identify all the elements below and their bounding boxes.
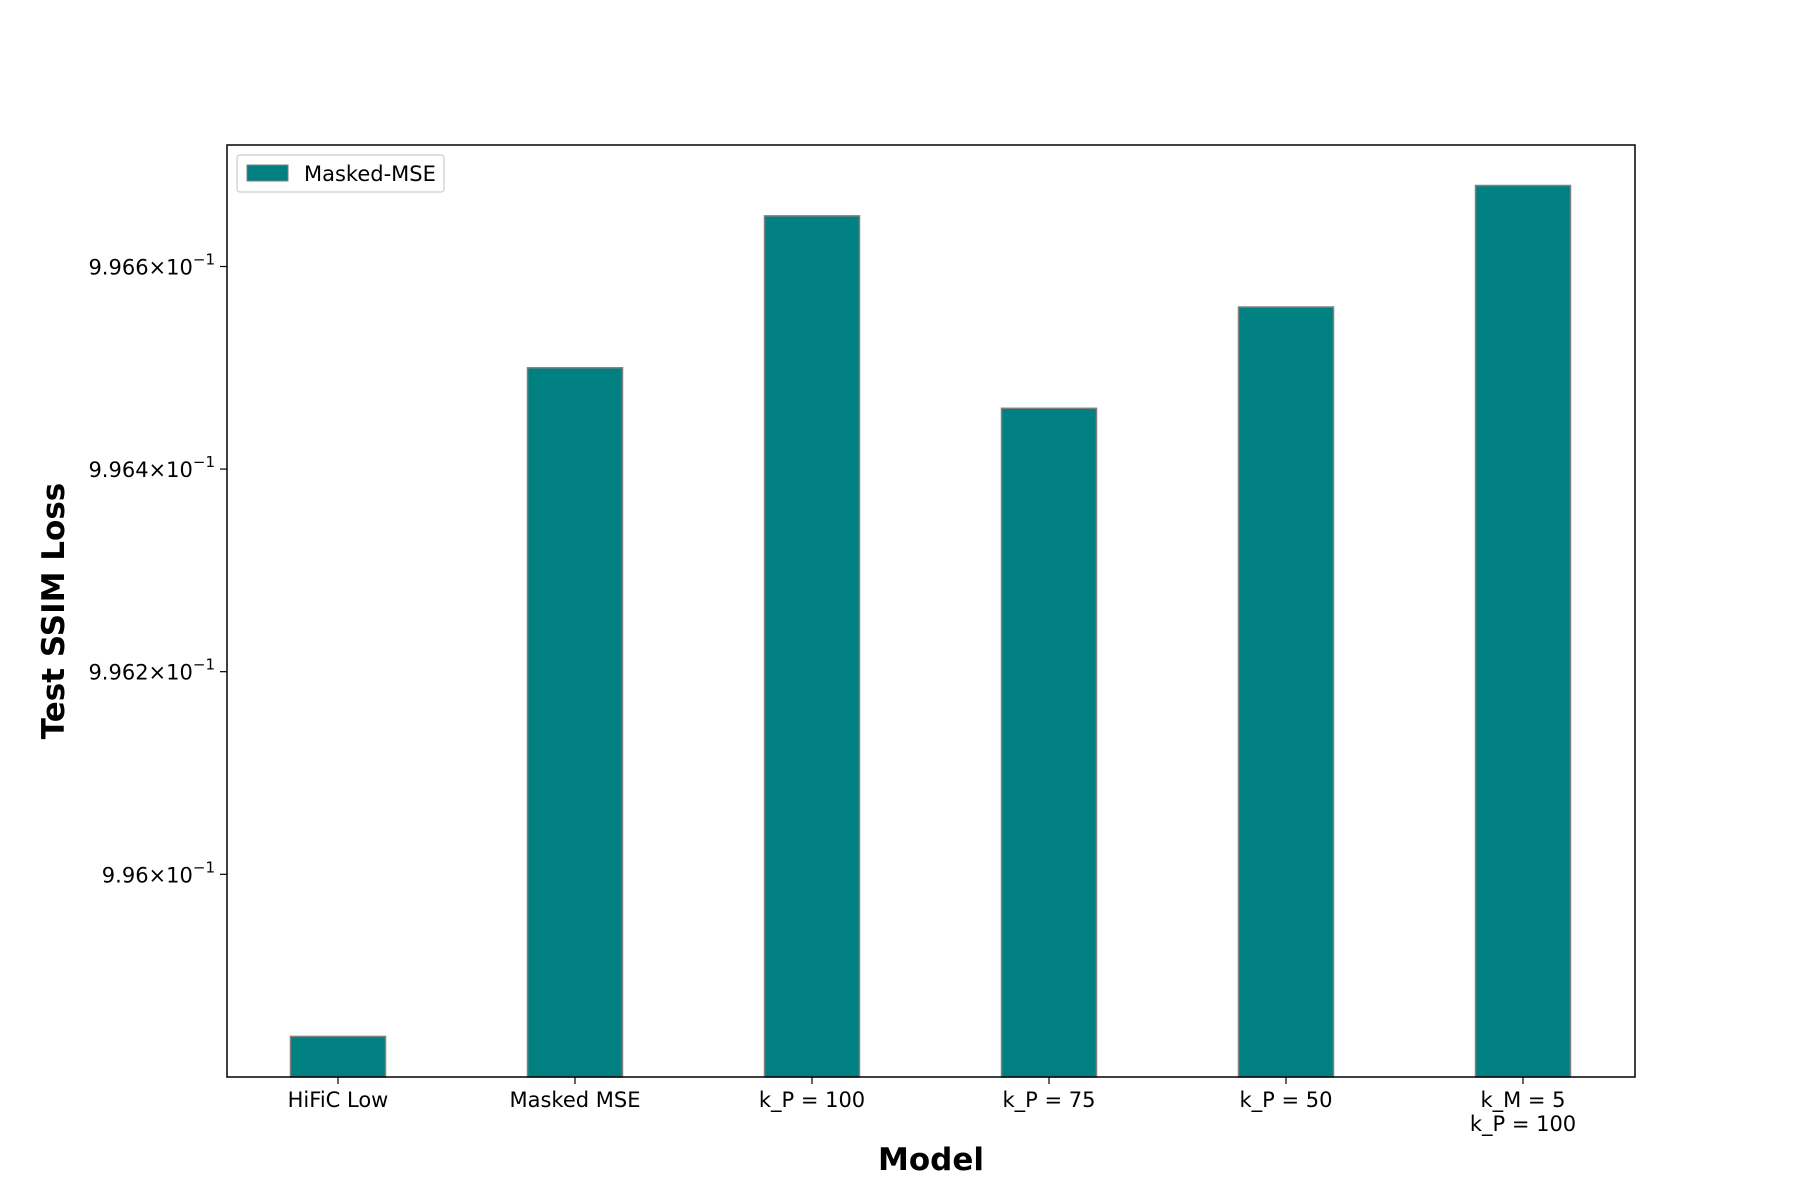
legend: Masked-MSE: [236, 154, 445, 193]
y-axis: 9.96×10−1 9.962×10−1 9.964×10−1 9.966×10−1: [88, 251, 227, 887]
bar: [763, 215, 861, 1078]
legend-label: Masked-MSE: [304, 162, 436, 186]
x-axis: HiFiC Low Masked MSE k_P = 100 k_P = 75 k_P …: [288, 1077, 1576, 1137]
y-tick-label: 9.96×10−1: [102, 858, 215, 887]
plot-frame: [226, 144, 1636, 1078]
legend-frame: [236, 154, 445, 193]
bar: [1474, 184, 1572, 1078]
x-tick-label: k_P = 100: [1470, 1112, 1576, 1137]
legend-swatch: [246, 164, 289, 182]
x-tick-label: k_M = 5: [1480, 1088, 1565, 1113]
bar: [289, 1035, 387, 1078]
bar: [1000, 407, 1098, 1078]
x-tick-label: Masked MSE: [510, 1088, 641, 1112]
x-tick-label: HiFiC Low: [288, 1088, 389, 1112]
y-tick-label: 9.966×10−1: [88, 251, 215, 280]
y-axis-title: Test SSIM Loss: [36, 483, 72, 740]
bars: [289, 184, 1572, 1078]
y-tick-label: 9.964×10−1: [88, 453, 215, 482]
x-tick-label: k_P = 50: [1240, 1088, 1333, 1113]
bar: [1237, 306, 1335, 1078]
bar: [526, 367, 624, 1078]
x-tick-label: k_P = 75: [1003, 1088, 1096, 1113]
x-tick-label: k_P = 100: [759, 1088, 865, 1113]
y-tick-label: 9.962×10−1: [88, 656, 215, 685]
x-axis-title: Model: [878, 1142, 984, 1178]
